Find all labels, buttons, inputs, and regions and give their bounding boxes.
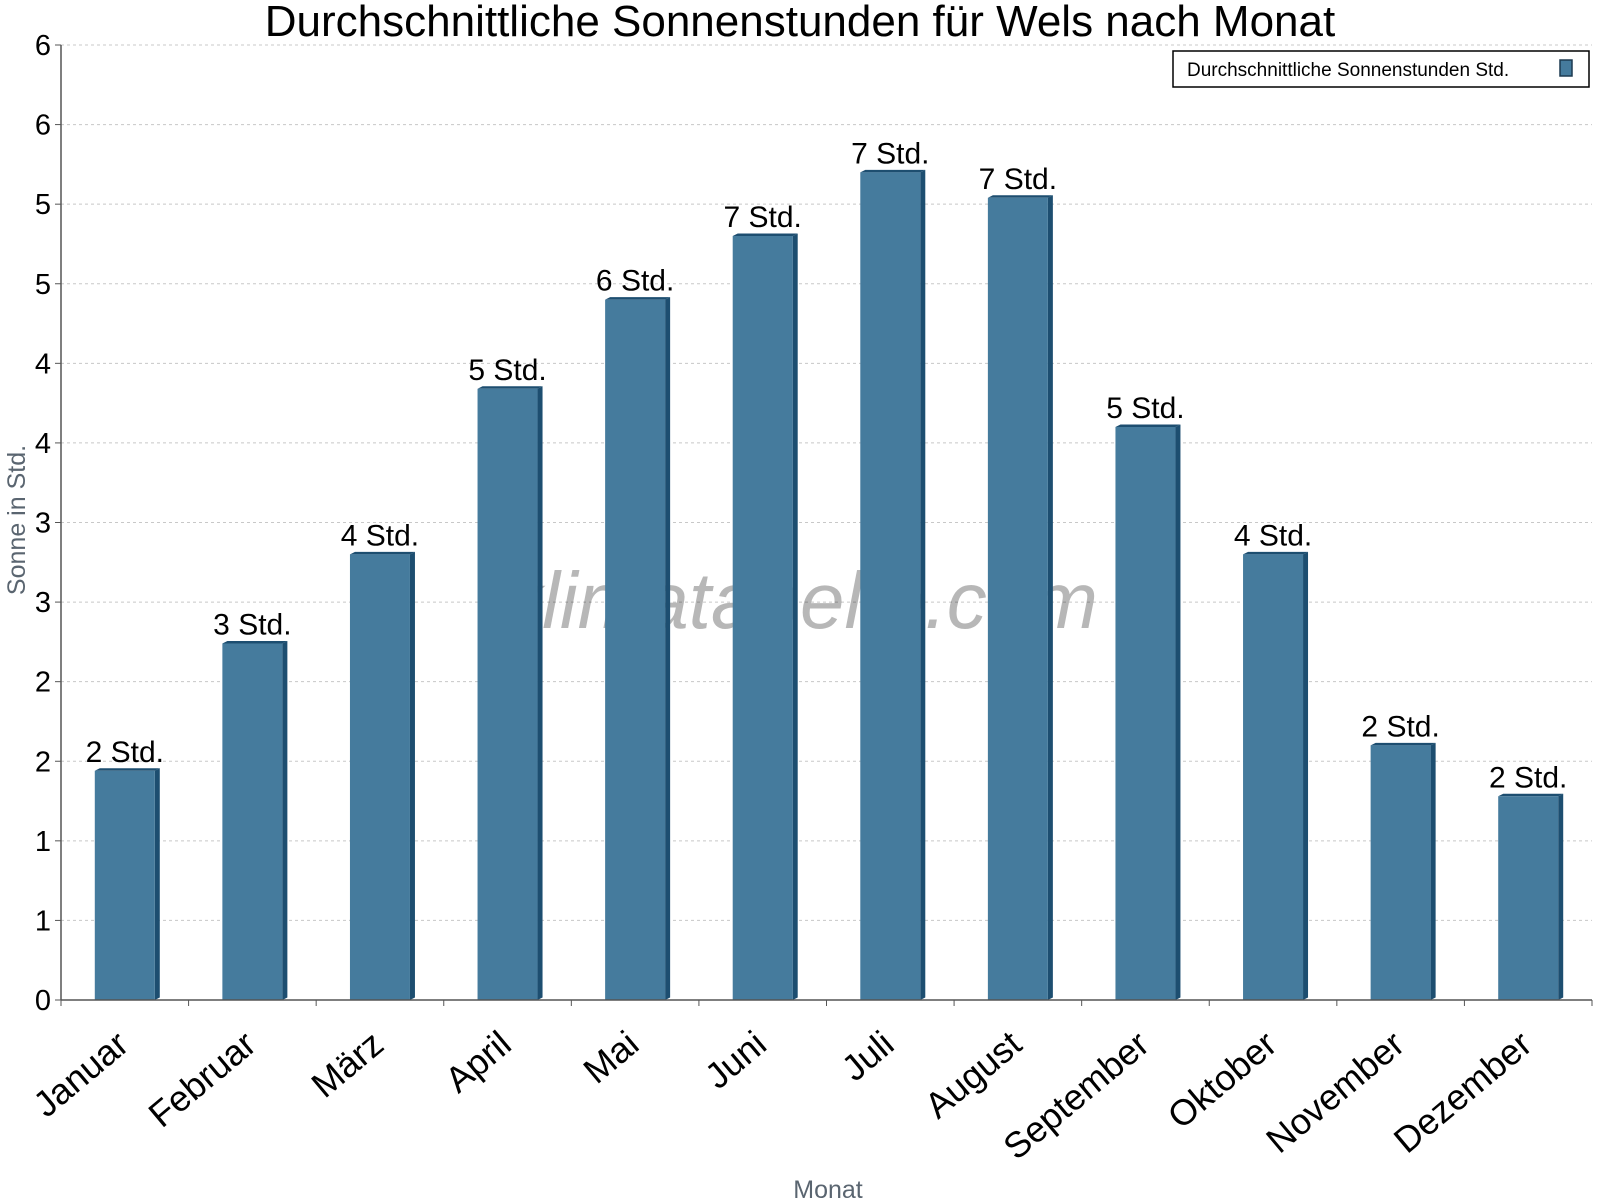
- x-axis-ticks: Januar Februar März April Mai Juni Juli AugustS…: [25, 1023, 1539, 1168]
- bar-face: [732, 236, 793, 1000]
- y-tick-label: 4: [35, 348, 51, 380]
- bar-side: [282, 640, 288, 1000]
- bar-side: [1430, 742, 1436, 1000]
- x-tick-label: Februar: [141, 1023, 264, 1135]
- bar-face: [1115, 427, 1176, 1000]
- axes: [60, 45, 1593, 1006]
- legend: Durchschnittliche Sonnenstunden Std.: [1172, 50, 1590, 88]
- bar-face: [605, 299, 666, 1001]
- bar-november: [1370, 742, 1436, 1000]
- bar-face: [94, 770, 155, 1000]
- x-tick-label: März: [303, 1023, 391, 1106]
- bar-top: [987, 195, 1053, 198]
- bar-face: [477, 388, 538, 1000]
- data-label: 7 Std.: [851, 137, 929, 170]
- bars: [94, 169, 1564, 1001]
- bar-juli: [860, 169, 926, 1001]
- bar-face: [349, 554, 410, 1000]
- data-label: 4 Std.: [1234, 519, 1312, 552]
- data-label: 2 Std.: [1361, 710, 1439, 743]
- y-tick-label: 2: [35, 667, 51, 699]
- bar-side: [665, 297, 671, 1001]
- bar-side: [1558, 793, 1564, 1000]
- bar-top: [222, 640, 288, 644]
- data-label: 6 Std.: [596, 265, 674, 298]
- y-tick-label: 0: [35, 985, 51, 1017]
- bar-face: [860, 172, 921, 1001]
- data-label: 5 Std.: [1106, 392, 1184, 425]
- x-tick-label: Mai: [575, 1023, 646, 1092]
- bar-side: [154, 768, 160, 1000]
- y-tick-label: 4: [35, 428, 51, 460]
- data-label: 4 Std.: [341, 519, 419, 552]
- bar-face: [222, 643, 283, 1000]
- y-tick-label: 5: [35, 269, 51, 301]
- data-label: 5 Std.: [468, 354, 546, 387]
- bar-juni: [732, 233, 798, 1000]
- bar-face: [1370, 745, 1431, 1000]
- bar-januar: [94, 768, 160, 1000]
- bar-face: [1243, 554, 1304, 1000]
- data-label: 7 Std.: [724, 201, 802, 234]
- bar-mai: [605, 297, 671, 1001]
- x-tick-label: Oktober: [1160, 1023, 1284, 1137]
- y-tick-label: 5: [35, 189, 51, 221]
- bar-side: [920, 169, 926, 1001]
- bar-februar: [222, 640, 288, 1000]
- y-tick-label: 3: [35, 508, 51, 540]
- bar-oktober: [1243, 551, 1309, 1000]
- bar-august: [987, 195, 1053, 1001]
- y-tick-label: 6: [35, 110, 51, 142]
- bar-top: [1243, 551, 1309, 555]
- x-tick-label: Juli: [834, 1023, 902, 1089]
- bar-top: [1370, 742, 1436, 746]
- y-tick-label: 1: [35, 905, 51, 937]
- bar-side: [1047, 195, 1053, 1001]
- bar-september: [1115, 424, 1181, 1000]
- y-tick-label: 2: [35, 746, 51, 778]
- bar-side: [1303, 551, 1309, 1000]
- x-axis-label: Monat: [793, 1176, 863, 1200]
- x-tick-label: Januar: [25, 1023, 136, 1125]
- x-tick-label: Dezember: [1386, 1023, 1540, 1161]
- gridlines: [61, 44, 1592, 921]
- bar-top: [605, 297, 671, 300]
- x-tick-label: August: [917, 1023, 1029, 1126]
- x-tick-label: Juni: [697, 1023, 774, 1097]
- bar-dezember: [1498, 793, 1564, 1000]
- bar-top: [1498, 793, 1564, 797]
- data-label: 2 Std.: [86, 736, 164, 769]
- bar-top: [94, 768, 160, 771]
- y-tick-label: 6: [35, 30, 51, 62]
- bar-top: [477, 386, 543, 389]
- bar-side: [537, 386, 543, 1000]
- x-tick-label: April: [437, 1023, 519, 1101]
- bar-top: [860, 169, 926, 173]
- bar-face: [1498, 796, 1559, 1000]
- y-axis-ticks: 0 1 1 2 2 3 3 4 4 5 5 6 6: [35, 30, 61, 1017]
- legend-box: [1172, 50, 1590, 88]
- bar-side: [1175, 424, 1181, 1000]
- bar-april: [477, 386, 543, 1000]
- bar-märz: [349, 551, 415, 1000]
- data-labels: 2 Std. 3 Std. 4 Std. 5 Std. 6 Std. 7 Std. 7 St…: [86, 137, 1568, 794]
- y-axis-label: Sonne in Std.: [3, 445, 31, 595]
- data-label: 2 Std.: [1489, 761, 1567, 794]
- legend-swatch: [1559, 59, 1573, 77]
- data-label: 3 Std.: [213, 608, 291, 641]
- bar-side: [792, 233, 798, 1000]
- bar-top: [349, 551, 415, 555]
- y-tick-label: 3: [35, 587, 51, 619]
- chart-title: Durchschnittliche Sonnenstunden für Wels…: [265, 0, 1335, 46]
- data-label: 7 Std.: [979, 163, 1057, 196]
- bar-top: [1115, 424, 1181, 427]
- bar-side: [409, 551, 415, 1000]
- x-tick-label: November: [1258, 1023, 1412, 1161]
- bar-face: [987, 197, 1048, 1001]
- legend-label: Durchschnittliche Sonnenstunden Std.: [1187, 60, 1509, 81]
- bar-top: [732, 233, 798, 236]
- y-tick-label: 1: [35, 826, 51, 858]
